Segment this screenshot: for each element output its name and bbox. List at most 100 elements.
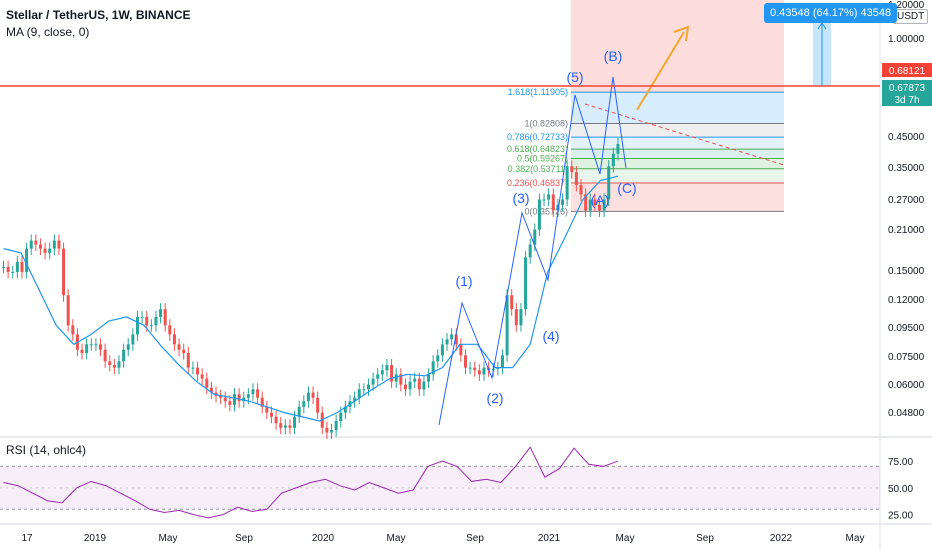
candle-body	[597, 204, 601, 211]
candle-body	[85, 344, 89, 354]
candle-body	[279, 423, 283, 428]
candle-body	[473, 367, 477, 371]
candle-body	[256, 389, 260, 398]
candle-body	[362, 389, 366, 391]
fib-retracement-zone	[571, 149, 784, 159]
time-tick-label: 2021	[538, 533, 561, 544]
candle-body	[390, 365, 394, 382]
candle-body	[48, 248, 52, 253]
candle-body	[496, 367, 500, 369]
candle-body	[43, 248, 47, 253]
candle-body	[339, 412, 343, 421]
candle-body	[6, 266, 10, 272]
candle-body	[306, 392, 310, 402]
candle-body	[436, 355, 440, 362]
price-tick-label: 0.27000	[888, 195, 925, 206]
candle-body	[366, 384, 370, 390]
candle-body	[574, 172, 578, 185]
fib-retracement-zone	[571, 168, 784, 184]
price-tick-label: 0.35000	[888, 163, 925, 174]
time-tick-label: 2022	[770, 533, 793, 544]
candle-body	[330, 430, 334, 433]
wave-label: (5)	[566, 69, 583, 85]
candle-body	[450, 334, 454, 340]
candle-body	[454, 334, 458, 345]
wave-label: (1)	[455, 273, 472, 289]
candle-body	[376, 374, 380, 379]
candle-body	[482, 367, 486, 375]
candle-body	[260, 397, 264, 407]
candle-body	[71, 325, 75, 335]
candle-body	[182, 349, 186, 354]
fib-retracement-zone	[571, 158, 784, 169]
price-tag-green	[882, 80, 932, 106]
candle-body	[154, 316, 158, 326]
candle-body	[551, 194, 555, 211]
candle-body	[288, 425, 292, 428]
time-tick-label: Sep	[235, 533, 253, 544]
candle-body	[413, 378, 417, 382]
candle-body	[357, 389, 361, 398]
candle-body	[293, 416, 297, 428]
fib-extension-zone	[571, 123, 784, 138]
candle-body	[223, 397, 227, 402]
price-tag-red-label: 0.68121	[889, 66, 926, 77]
candle-body	[445, 339, 449, 345]
price-tick-label: 0.04800	[888, 408, 925, 419]
candle-body	[80, 349, 84, 354]
symbol-title: Stellar / TetherUS, 1W, BINANCE	[6, 8, 191, 22]
candle-body	[343, 406, 347, 413]
candle-body	[57, 240, 61, 249]
candle-body	[500, 355, 504, 368]
candle-body	[20, 261, 24, 272]
candle-body	[233, 394, 236, 405]
candle-body	[431, 361, 435, 375]
candle-body	[52, 240, 56, 249]
currency-badge[interactable]: USDT	[893, 9, 929, 24]
candle-body	[399, 374, 403, 385]
time-tick-label: 2019	[84, 533, 107, 544]
time-tick-label: May	[159, 533, 178, 544]
candle-body	[89, 344, 93, 346]
fib-retracement-zone	[571, 183, 784, 212]
candle-body	[380, 370, 384, 375]
candle-body	[269, 412, 273, 417]
price-tick-label: 0.12000	[888, 295, 925, 306]
candle-body	[140, 316, 144, 318]
price-tick-label: 0.09500	[888, 323, 925, 334]
candle-body	[112, 365, 116, 368]
candle-body	[219, 395, 223, 398]
candle-body	[25, 248, 29, 272]
candle-body	[177, 344, 181, 350]
candle-body	[168, 325, 172, 335]
candle-body	[556, 204, 560, 211]
candle-body	[528, 244, 532, 258]
candle-body	[94, 344, 98, 346]
candle-body	[533, 229, 537, 245]
fib-extension-zone	[571, 137, 784, 150]
candle-body	[537, 199, 541, 230]
wave-label: (C)	[617, 180, 636, 196]
price-tick-label: 0.45000	[888, 132, 925, 143]
candle-body	[584, 194, 588, 211]
projection-arrow-head	[673, 25, 690, 42]
candle-body	[99, 344, 103, 350]
candle-body	[126, 344, 130, 350]
candle-body	[561, 199, 565, 205]
candle-body	[464, 355, 467, 368]
candle-body	[237, 394, 241, 402]
wave-label: (B)	[604, 48, 623, 64]
candle-body	[394, 374, 398, 382]
candle-body	[579, 184, 583, 195]
candle-body	[302, 401, 306, 407]
candle-body	[440, 344, 444, 356]
candle-body	[186, 353, 190, 368]
wave-label: (2)	[486, 390, 503, 406]
candle-body	[316, 397, 320, 413]
rsi-tick-label: 25.00	[888, 511, 913, 522]
candle-body	[163, 309, 167, 326]
candle-body	[62, 248, 66, 296]
rsi-line	[3, 446, 619, 519]
